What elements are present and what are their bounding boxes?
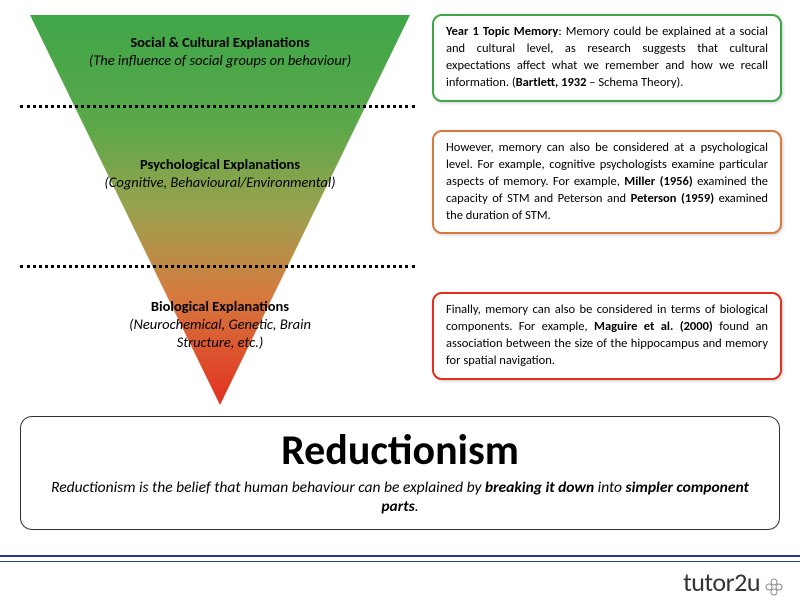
footer-inner: tutor2u — [0, 561, 800, 601]
level-psych: Psychological Explanations (Cognitive, B… — [30, 155, 410, 191]
box-social: Year 1 Topic Memory: Memory could be exp… — [432, 14, 782, 102]
divider-1 — [20, 105, 415, 108]
level-psych-title: Psychological Explanations — [30, 155, 410, 173]
level-bio-title: Biological Explanations — [30, 297, 410, 315]
level-psych-subtitle: (Cognitive, Behavioural/Environmental) — [30, 173, 410, 191]
inverted-triangle: Social & Cultural Explanations (The infl… — [30, 15, 410, 405]
brand-logo: tutor2u — [683, 566, 784, 598]
level-social-title: Social & Cultural Explanations — [30, 33, 410, 51]
level-bio: Biological Explanations (Neurochemical, … — [30, 297, 410, 351]
diagram-area: Social & Cultural Explanations (The infl… — [0, 0, 800, 530]
definition-heading: Reductionism — [39, 425, 761, 476]
level-social-subtitle: (The influence of social groups on behav… — [30, 51, 410, 69]
level-bio-subtitle: (Neurochemical, Genetic, Brain Structure… — [30, 315, 410, 351]
brand-text: tutor2u — [683, 566, 760, 598]
definition-body: Reductionism is the belief that human be… — [39, 478, 761, 517]
box-psych: However, memory can also be considered a… — [432, 130, 782, 234]
footer: tutor2u — [0, 555, 800, 600]
level-social: Social & Cultural Explanations (The infl… — [30, 33, 410, 69]
definition-panel: Reductionism Reductionism is the belief … — [20, 416, 780, 530]
flower-icon — [764, 572, 784, 592]
box-bio: Finally, memory can also be considered i… — [432, 292, 782, 380]
divider-2 — [20, 265, 415, 268]
